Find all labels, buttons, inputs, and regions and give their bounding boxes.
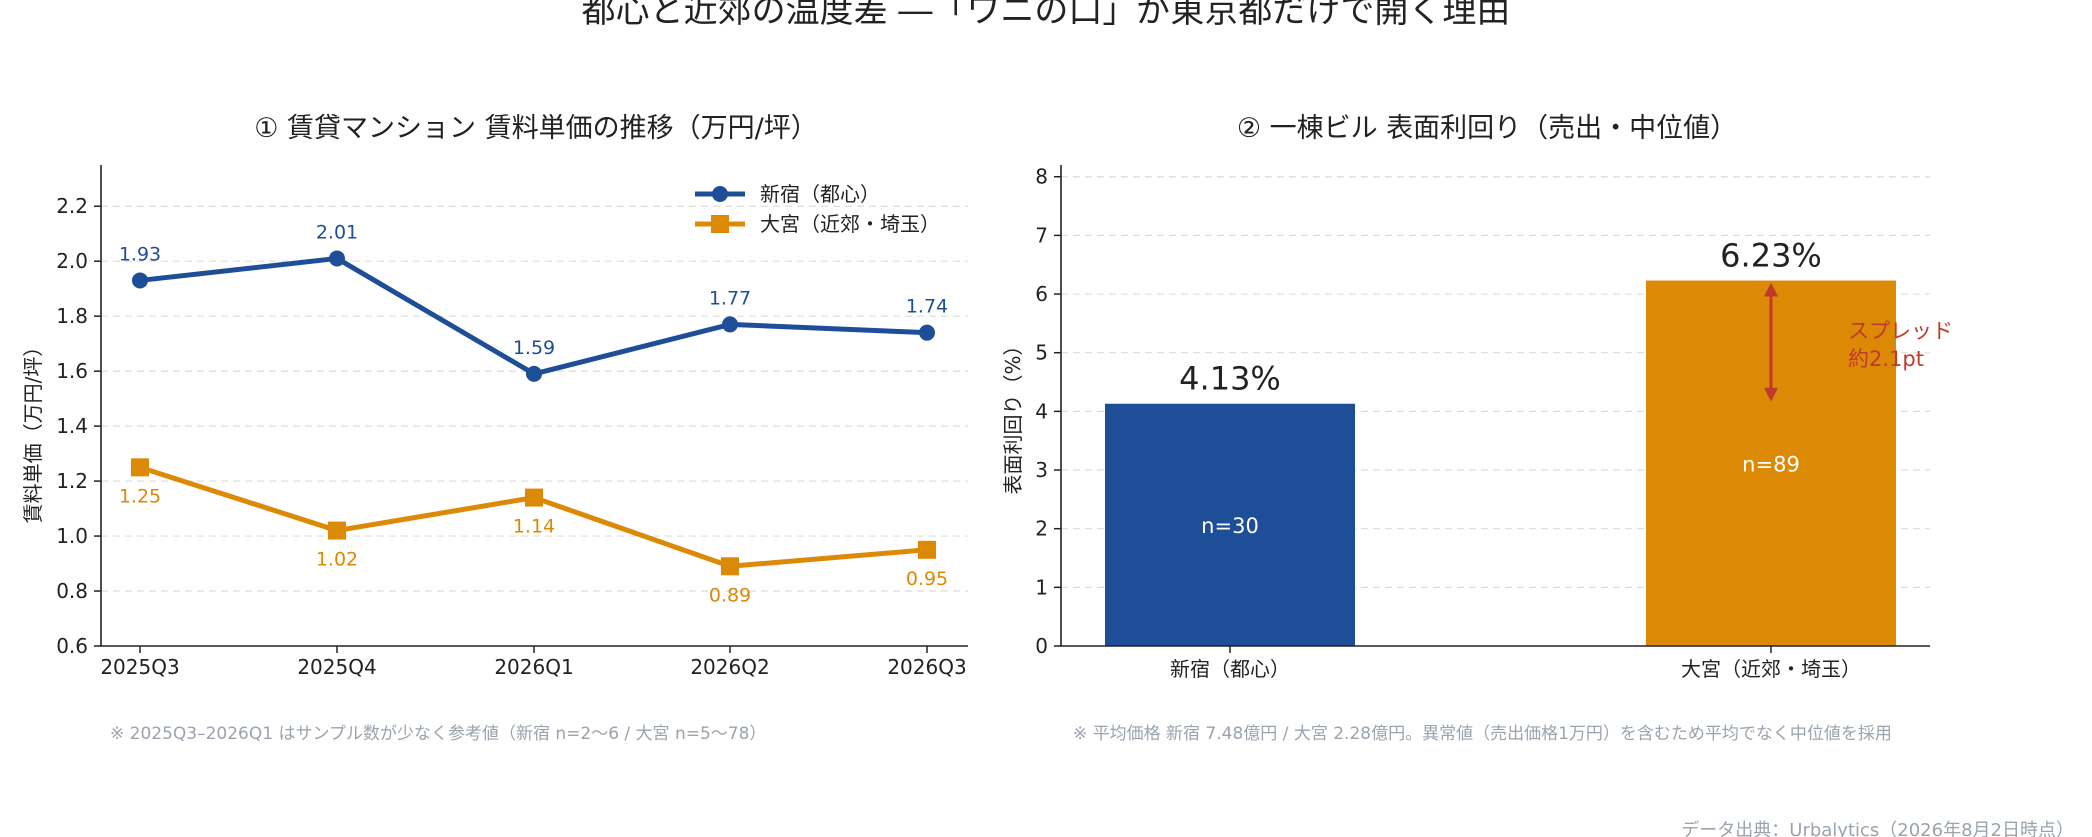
rent-y-tick-label: 1.6 <box>56 359 88 383</box>
yield-y-tick-label: 8 <box>1035 165 1048 189</box>
spread-arrowhead-bottom <box>1764 387 1778 402</box>
data-label-omiya: 0.89 <box>709 584 751 606</box>
data-source: データ出典：Urbalytics（2026年8月2日時点） <box>1681 820 2074 837</box>
rent-y-tick-label: 2.0 <box>56 249 88 273</box>
rent-y-tick-label: 1.0 <box>56 524 88 548</box>
data-point-omiya <box>131 458 149 477</box>
data-point-omiya <box>721 557 739 576</box>
spread-label-line1: スプレッド <box>1848 319 1953 343</box>
yield-chart-title: ② 一棟ビル 表面利回り（売出・中位値） <box>1237 113 1737 144</box>
data-point-shinjuku <box>919 324 935 341</box>
data-point-shinjuku <box>722 316 738 333</box>
bar-count-label-omiya: n=89 <box>1742 452 1800 476</box>
figure-title: 都心と近郊の温度差 ―「ワニの口」が東京都だけで開く理由 <box>582 0 1511 31</box>
yield-y-tick-label: 5 <box>1035 341 1048 365</box>
data-label-shinjuku: 1.77 <box>709 287 751 309</box>
bar-value-label-omiya: 6.23% <box>1720 237 1822 275</box>
rent-y-ticks: 0.6 0.8 1.0 1.2 1.4 1.6 1.8 2.0 2.2 <box>56 194 101 658</box>
data-label-omiya: 1.14 <box>513 516 555 538</box>
data-label-shinjuku: 1.93 <box>119 243 161 265</box>
data-point-shinjuku <box>132 272 148 289</box>
legend-marker-omiya <box>711 215 729 233</box>
yield-y-tick-label: 0 <box>1035 634 1048 658</box>
rent-x-ticks: 2025Q3 2025Q4 2026Q1 2026Q2 2026Q3 <box>100 646 967 679</box>
rent-y-tick-label: 1.2 <box>56 469 88 493</box>
data-label-omiya: 1.25 <box>119 485 161 507</box>
yield-y-tick-label: 4 <box>1035 399 1048 423</box>
data-label-shinjuku: 2.01 <box>316 221 358 243</box>
yield-y-tick-label: 7 <box>1035 223 1048 247</box>
yield-axes <box>1060 165 1930 647</box>
bar-count-label-shinjuku: n=30 <box>1201 514 1259 538</box>
data-point-omiya <box>328 521 346 540</box>
data-point-shinjuku <box>526 365 542 382</box>
yield-chart-note: ※ 平均価格 新宿 7.48億円 / 大宮 2.28億円。異常値（売出価格1万円… <box>1073 724 1892 744</box>
bar-value-label-shinjuku: 4.13% <box>1179 360 1281 398</box>
data-point-omiya <box>525 488 543 507</box>
data-label-omiya: 1.02 <box>316 549 358 571</box>
rent-chart-title: ① 賃貸マンション 賃料単価の推移（万円/坪） <box>254 113 817 144</box>
bar-shinjuku <box>1105 403 1355 646</box>
rent-y-tick-label: 2.2 <box>56 194 88 218</box>
spread-annotation: スプレッド 約2.1pt <box>1764 282 1953 402</box>
yield-y-tick-label: 1 <box>1035 575 1048 599</box>
yield-y-axis-label: 表面利回り（%） <box>1001 335 1025 494</box>
yield-y-ticks: 0 1 2 3 4 5 6 7 8 <box>1035 165 1061 658</box>
yield-y-tick-label: 6 <box>1035 282 1048 306</box>
yield-bar-chart: ② 一棟ビル 表面利回り（売出・中位値） 0 1 2 3 4 5 6 7 8 4.13% n=30… <box>1001 113 1953 744</box>
spread-label-line2: 約2.1pt <box>1848 347 1924 371</box>
rent-axes <box>100 165 968 647</box>
data-label-shinjuku: 1.59 <box>513 337 555 359</box>
rent-legend: 新宿（都心） 大宮（近郊・埼玉） <box>695 182 940 236</box>
rent-y-tick-label: 1.8 <box>56 304 88 328</box>
data-point-shinjuku <box>329 250 345 267</box>
rent-x-tick-label: 2026Q1 <box>494 655 573 679</box>
rent-x-tick-label: 2025Q3 <box>100 655 179 679</box>
rent-y-tick-label: 1.4 <box>56 414 88 438</box>
data-point-omiya <box>918 540 936 559</box>
rent-line-chart: ① 賃貸マンション 賃料単価の推移（万円/坪） 0.6 0.8 1.0 1.2 1.4 1… <box>21 113 968 744</box>
legend-marker-shinjuku <box>712 186 728 202</box>
yield-x-tick-label: 新宿（都心） <box>1170 657 1290 681</box>
data-label-shinjuku: 1.74 <box>906 296 948 318</box>
rent-y-tick-label: 0.8 <box>56 579 88 603</box>
rent-y-tick-label: 0.6 <box>56 634 88 658</box>
yield-y-tick-label: 2 <box>1035 517 1048 541</box>
legend-label-omiya: 大宮（近郊・埼玉） <box>760 212 940 236</box>
rent-x-tick-label: 2026Q3 <box>887 655 966 679</box>
data-label-omiya: 0.95 <box>906 568 948 590</box>
rent-x-tick-label: 2026Q2 <box>690 655 769 679</box>
rent-chart-note: ※ 2025Q3–2026Q1 はサンプル数が少なく参考値（新宿 n=2〜6 /… <box>110 724 766 744</box>
yield-x-tick-label: 大宮（近郊・埼玉） <box>1681 657 1861 681</box>
legend-label-shinjuku: 新宿（都心） <box>760 182 880 206</box>
rent-x-tick-label: 2025Q4 <box>297 655 376 679</box>
yield-bars: 4.13% n=30 新宿（都心） 6.23% n=89 大宮（近郊・埼玉） <box>1105 237 1896 681</box>
yield-y-tick-label: 3 <box>1035 458 1048 482</box>
spread-arrowhead-top <box>1764 282 1778 297</box>
rent-series: 1.93 2.01 1.59 1.77 1.74 1.25 1.02 1.14 0.89 0.95 <box>119 221 948 606</box>
rent-y-axis-label: 賃料単価（万円/坪） <box>21 337 45 524</box>
